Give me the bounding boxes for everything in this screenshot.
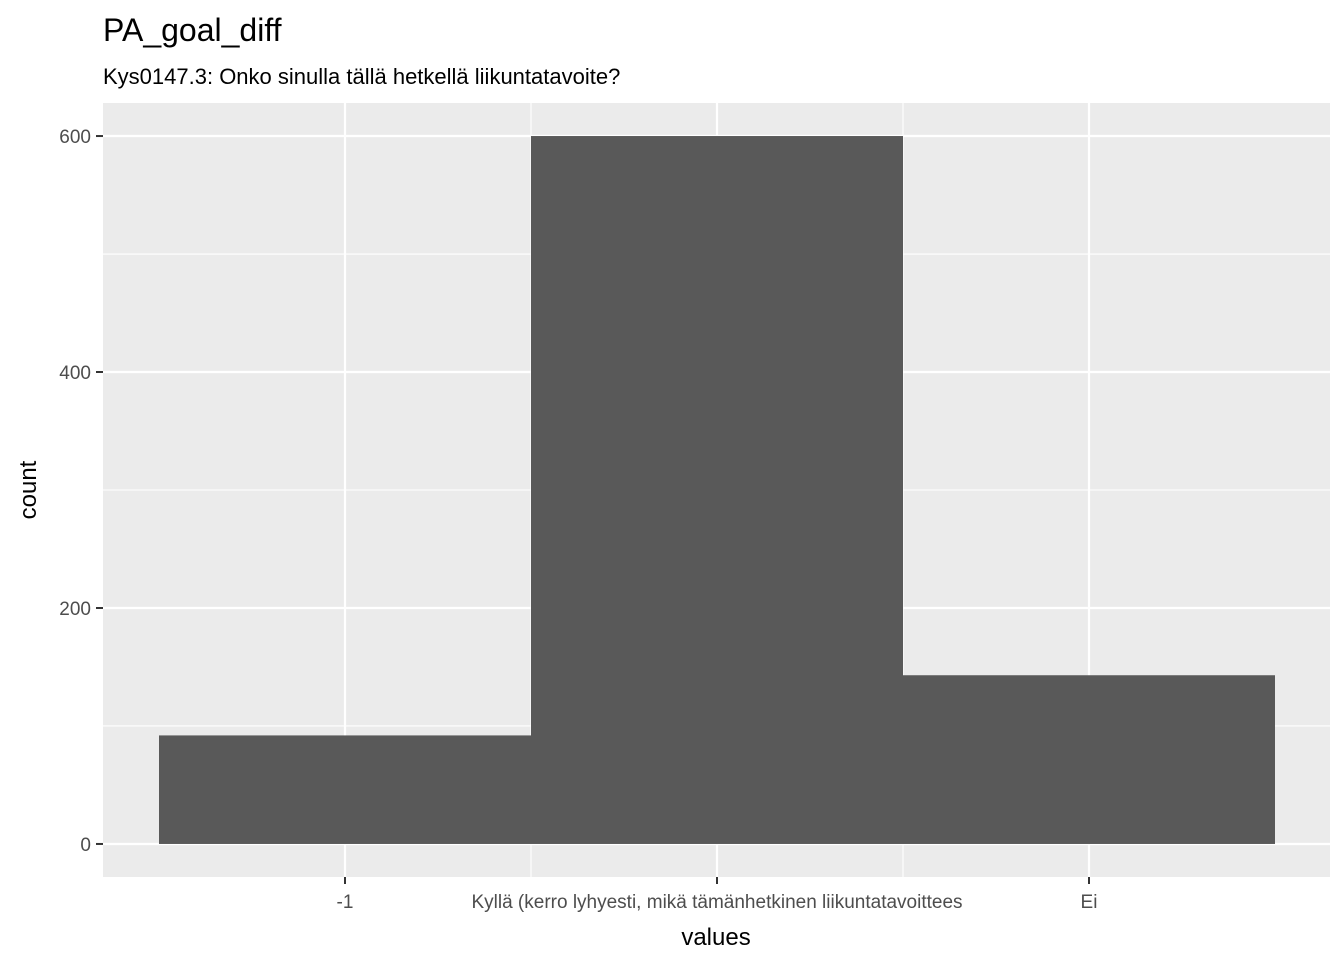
x-tick-label: Ei bbox=[1081, 892, 1098, 913]
y-axis-title: count bbox=[15, 460, 42, 519]
y-tick-label: 400 bbox=[59, 363, 91, 384]
x-tick-label: Kyllä (kerro lyhyesti, mikä tämänhetkine… bbox=[471, 892, 962, 913]
chart-title: PA_goal_diff bbox=[103, 12, 282, 48]
y-axis-ticks: 0 200 400 600 bbox=[59, 127, 103, 856]
chart-subtitle: Kys0147.3: Onko sinulla tällä hetkellä l… bbox=[103, 64, 620, 89]
x-axis-title: values bbox=[681, 924, 750, 951]
bars bbox=[159, 136, 1275, 844]
y-tick-label: 200 bbox=[59, 599, 91, 620]
x-axis-ticks: -1 Kyllä (kerro lyhyesti, mikä tämänhetki… bbox=[337, 877, 1098, 913]
bar bbox=[159, 735, 531, 844]
bar bbox=[903, 675, 1275, 844]
x-tick-label: -1 bbox=[337, 892, 354, 913]
bar bbox=[531, 136, 903, 844]
y-tick-label: 600 bbox=[59, 127, 91, 148]
y-tick-label: 0 bbox=[80, 835, 91, 856]
